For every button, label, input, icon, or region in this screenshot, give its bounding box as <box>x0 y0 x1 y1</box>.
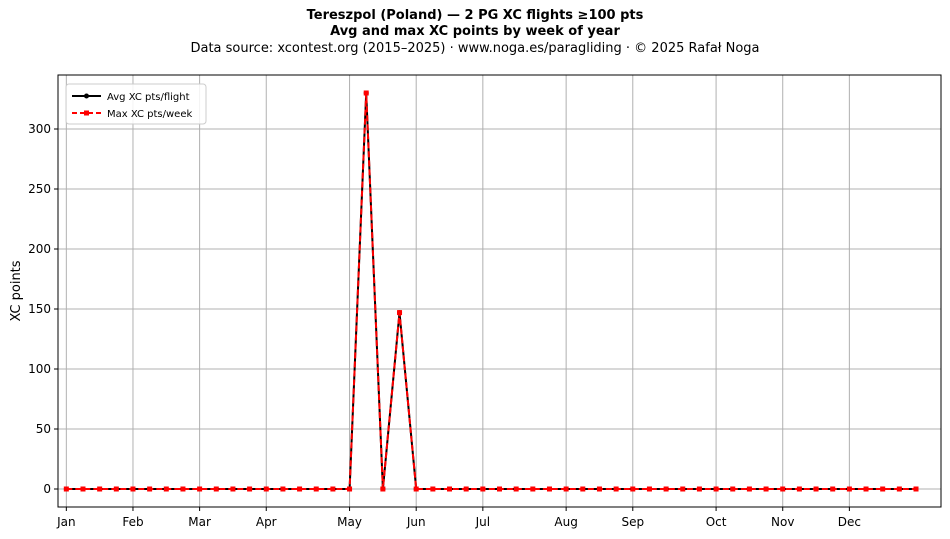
series-1-point <box>596 486 602 492</box>
series-1-point <box>397 310 403 316</box>
plot-frame <box>57 74 942 508</box>
x-tick-label: May <box>337 515 362 529</box>
series-1-point <box>813 486 819 492</box>
x-tick-label: Nov <box>771 515 794 529</box>
series-1-point <box>663 486 669 492</box>
series-1-point <box>497 486 502 492</box>
x-tick-label: Dec <box>838 515 861 529</box>
series-1-point <box>880 486 886 492</box>
series-1-point <box>113 486 119 492</box>
x-tick-label: Apr <box>256 515 277 529</box>
x-tick-label: Sep <box>621 515 644 529</box>
chart-title-block: Tereszpol (Poland) — 2 PG XC flights ≥10… <box>0 8 950 58</box>
legend-avg-label: Avg XC pts/flight <box>107 92 190 103</box>
series-1-point <box>896 486 902 492</box>
y-tick-label: 0 <box>43 482 51 496</box>
series-1-point <box>680 486 686 492</box>
legend-avg-marker <box>84 93 89 99</box>
x-tick-label: Mar <box>188 515 211 529</box>
series-1-point <box>546 486 552 492</box>
x-tick-label: Oct <box>706 515 727 529</box>
series-1-point <box>197 486 203 492</box>
y-tick-label: 50 <box>36 422 51 436</box>
series-1-point <box>63 486 69 492</box>
series-1-point <box>247 486 253 492</box>
series-1-point <box>613 486 619 492</box>
series-1-point <box>580 486 586 492</box>
series-1-point <box>263 486 269 492</box>
series-1-point <box>180 486 186 492</box>
series-1-point <box>430 486 436 492</box>
chart-title-line2: Avg and max XC points by week of year <box>330 24 620 39</box>
y-tick-label: 300 <box>28 122 51 136</box>
series-1-point <box>80 486 86 492</box>
series-1-point <box>163 486 169 492</box>
series-1-point <box>780 486 786 492</box>
series-1-point <box>413 486 419 492</box>
y-tick-label: 200 <box>28 242 51 256</box>
series-1-point <box>630 486 636 492</box>
series-1-point <box>97 486 103 492</box>
series-1-point <box>213 486 219 492</box>
series-1-point <box>130 486 136 492</box>
legend: Avg XC pts/flight Max XC pts/week <box>65 83 207 125</box>
series-1-point <box>646 486 652 492</box>
series-1-point <box>913 486 919 492</box>
x-tick-label: Feb <box>122 515 143 529</box>
series-1-point <box>696 486 702 492</box>
series-1-point <box>480 486 486 492</box>
x-tick-label: Jan <box>56 515 76 529</box>
series-1-point <box>746 486 752 492</box>
x-tick-label: Jun <box>406 515 426 529</box>
series-1-point <box>347 486 353 492</box>
series-1-point <box>330 486 336 492</box>
legend-max-marker <box>84 110 89 116</box>
chart-subtitle: Data source: xcontest.org (2015–2025) · … <box>190 41 760 56</box>
series-1-point <box>763 486 769 492</box>
series-line-0 <box>66 92 916 490</box>
series-1-point <box>796 486 802 492</box>
series-1-point <box>730 486 736 492</box>
series-1-point <box>830 486 836 492</box>
series-1-point <box>713 486 719 492</box>
y-axis-label: XC points <box>9 260 24 321</box>
series-1-point <box>563 486 569 492</box>
series-1-point <box>147 486 153 492</box>
legend-max-label: Max XC pts/week <box>107 109 192 120</box>
series-1-point <box>530 486 536 492</box>
y-tick-label: 250 <box>28 182 51 196</box>
series-1-point <box>463 486 469 492</box>
y-tick-label: 100 <box>28 362 51 376</box>
tick-layer: 0 50 100 150 200 250 300 Jan Feb Mar Apr May Jun Jul A… <box>28 122 861 529</box>
series-layer <box>63 90 919 492</box>
x-tick-label: Jul <box>475 515 490 529</box>
series-1-point <box>380 486 386 492</box>
chart-title: Tereszpol (Poland) — 2 PG XC flights ≥10… <box>306 8 644 23</box>
series-line-1 <box>66 92 916 490</box>
series-1-point <box>297 486 303 492</box>
series-1-point <box>230 486 236 492</box>
x-tick-label: Aug <box>554 515 577 529</box>
y-tick-label: 150 <box>28 302 51 316</box>
series-1-point <box>280 486 286 492</box>
series-1-point <box>313 486 319 492</box>
series-1-point <box>447 486 453 492</box>
series-1-point <box>863 486 869 492</box>
series-1-point <box>846 486 852 492</box>
series-1-point <box>363 90 369 96</box>
series-1-point <box>513 486 519 492</box>
grid-layer <box>58 75 941 507</box>
